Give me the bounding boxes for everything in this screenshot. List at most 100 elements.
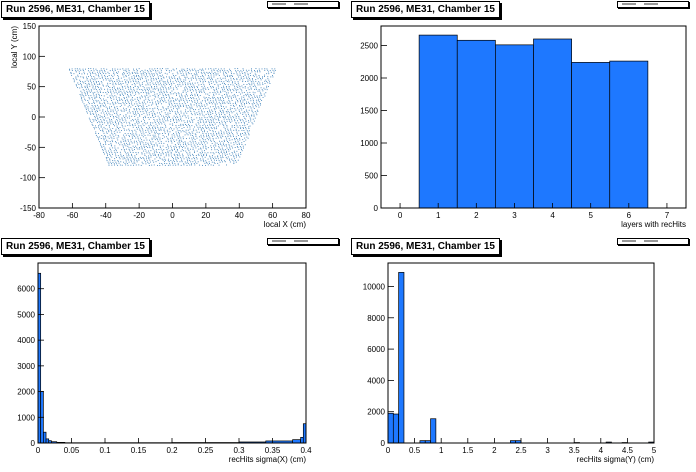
scatter-point	[83, 96, 85, 98]
scatter-point	[202, 132, 204, 134]
scatter-point	[186, 95, 188, 97]
scatter-point	[98, 76, 100, 78]
scatter-point	[249, 85, 251, 87]
scatter-point	[119, 95, 121, 96]
scatter-point	[212, 106, 214, 108]
scatter-point	[117, 109, 119, 111]
scatter-point	[225, 72, 227, 74]
histogram-bars	[418, 34, 649, 209]
scatter-point	[139, 105, 141, 106]
scatter-point	[111, 162, 112, 164]
scatter-point	[160, 129, 162, 131]
scatter-point	[185, 124, 186, 125]
scatter-point	[221, 88, 223, 90]
scatter-point	[143, 139, 145, 141]
scatter-point	[235, 104, 237, 106]
scatter-point	[214, 128, 216, 130]
scatter-point	[102, 150, 104, 152]
scatter-point	[133, 76, 135, 78]
scatter-point	[243, 111, 245, 113]
scatter-point	[221, 145, 223, 147]
scatter-point	[195, 109, 197, 111]
scatter-point	[112, 160, 114, 161]
scatter-point	[247, 98, 249, 100]
scatter-point	[198, 109, 200, 111]
scatter-point	[223, 126, 225, 128]
scatter-point	[171, 77, 173, 79]
scatter-point	[86, 79, 88, 81]
scatter-point	[217, 85, 219, 87]
scatter-point	[106, 114, 108, 116]
scatter-point	[260, 87, 262, 89]
scatter-point	[123, 149, 125, 151]
scatter-point	[129, 150, 131, 152]
scatter-point	[124, 162, 126, 164]
scatter-point	[216, 114, 217, 116]
scatter-point	[139, 79, 141, 81]
scatter-point	[217, 71, 219, 73]
scatter-point	[178, 101, 180, 103]
scatter-point	[245, 134, 247, 136]
scatter-point	[119, 151, 121, 153]
scatter-point	[214, 123, 216, 125]
scatter-point	[176, 71, 178, 73]
scatter-point	[140, 143, 141, 145]
scatter-point	[251, 84, 253, 86]
scatter-point	[261, 68, 263, 70]
scatter-point	[199, 125, 201, 127]
scatter-point	[95, 127, 97, 129]
scatter-point	[172, 130, 174, 132]
scatter-point	[133, 68, 134, 70]
scatter-point	[253, 115, 255, 117]
scatter-point	[240, 93, 241, 95]
scatter-point	[119, 106, 121, 107]
scatter-point	[110, 77, 112, 79]
scatter-point	[191, 119, 193, 121]
scatter-point	[223, 88, 225, 90]
scatter-point	[231, 73, 233, 75]
scatter-point	[115, 150, 117, 152]
scatter-point	[85, 107, 87, 109]
scatter-point	[201, 91, 203, 93]
scatter-point	[263, 93, 265, 95]
scatter-point	[141, 106, 143, 108]
scatter-point	[117, 82, 119, 84]
scatter-point	[180, 139, 182, 141]
scatter-point	[163, 109, 165, 111]
scatter-point	[117, 120, 118, 122]
scatter-point	[128, 155, 130, 157]
scatter-point	[83, 71, 85, 73]
scatter-point	[216, 101, 217, 103]
scatter-point	[152, 69, 154, 71]
scatter-point	[118, 97, 120, 98]
scatter-point	[104, 114, 106, 116]
scatter-point	[117, 71, 119, 73]
scatter-point	[112, 84, 114, 86]
scatter-point	[87, 107, 89, 109]
scatter-point	[233, 142, 235, 144]
scatter-point	[242, 139, 244, 141]
scatter-point	[233, 156, 235, 158]
scatter-point	[123, 95, 124, 97]
scatter-point	[101, 70, 103, 72]
scatter-point	[80, 84, 82, 86]
scatter-point	[143, 125, 145, 127]
scatter-point	[148, 150, 150, 152]
scatter-point	[110, 111, 112, 113]
scatter-point	[220, 106, 222, 107]
y-tick-label: 50	[27, 83, 36, 92]
scatter-point	[181, 149, 183, 151]
scatter-point	[175, 150, 177, 152]
scatter-point	[196, 137, 198, 139]
scatter-point	[143, 74, 145, 76]
scatter-point	[214, 117, 216, 119]
scatter-point	[145, 103, 147, 105]
scatter-point	[250, 95, 252, 96]
scatter-point	[212, 125, 214, 126]
scatter-point	[202, 114, 204, 116]
scatter-point	[246, 84, 248, 85]
scatter-point	[213, 68, 215, 70]
scatter-point	[100, 112, 102, 114]
scatter-point	[212, 164, 214, 166]
scatter-point	[264, 68, 266, 70]
